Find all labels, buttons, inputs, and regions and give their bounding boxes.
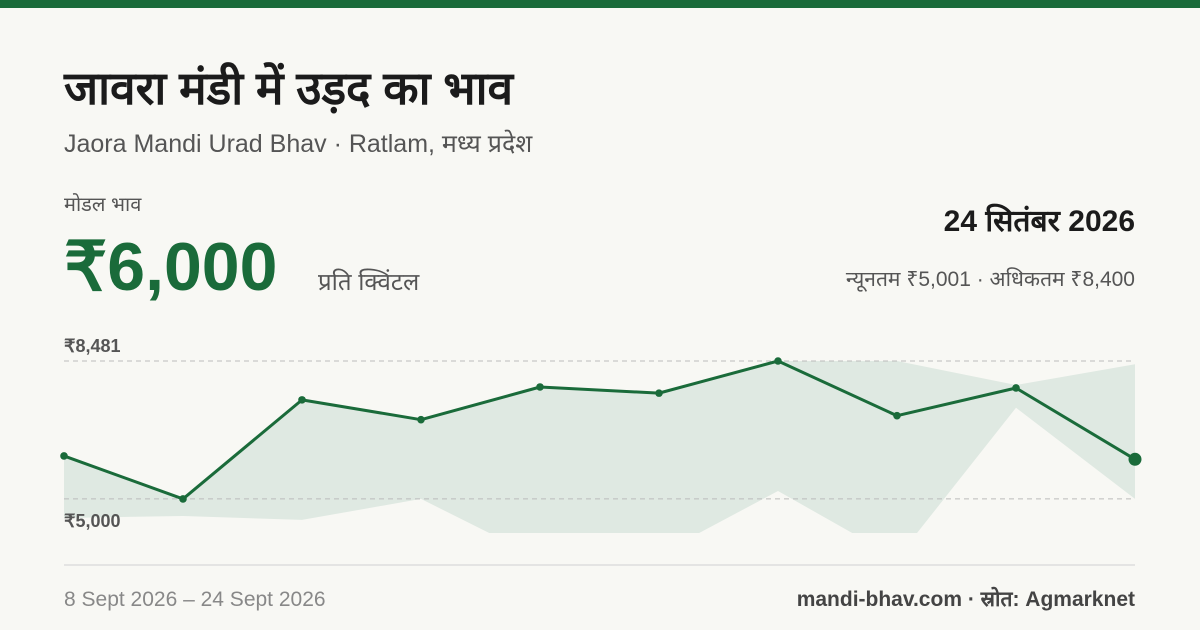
range-band: [64, 361, 1135, 533]
data-point: [417, 415, 425, 424]
price-label: मोडल भाव: [64, 193, 142, 216]
data-point: [60, 452, 68, 460]
data-point: [893, 411, 901, 420]
data-point: [536, 383, 544, 391]
title: जावरा मंडी में उड़द का भाव: [63, 62, 515, 114]
data-point: [1012, 384, 1020, 392]
date-range: 8 Sept 2026 – 24 Sept 2026: [64, 588, 326, 611]
data-point: [774, 357, 782, 365]
price-range: न्यूनतम ₹5,001 · अधिकतम ₹8,400: [846, 267, 1135, 292]
data-point: [1128, 452, 1142, 466]
chart: ₹8,481 ₹5,000: [60, 336, 1142, 533]
subtitle: Jaora Mandi Urad Bhav · Ratlam, मध्य प्र…: [64, 129, 533, 158]
price-unit: प्रति क्विंटल: [318, 268, 420, 296]
price-line: [63, 359, 1136, 501]
top-bar: [0, 0, 1200, 8]
data-point: [655, 389, 663, 397]
source: mandi-bhav.com · स्रोत: Agmarknet: [797, 586, 1135, 611]
y-tick-label: ₹8,481: [64, 336, 121, 356]
data-point: [298, 396, 306, 404]
data-point: [179, 495, 187, 503]
price-date: 24 सितंबर 2026: [944, 203, 1135, 238]
y-tick-label: ₹5,000: [64, 511, 121, 531]
price-value: ₹6,000: [64, 229, 277, 305]
